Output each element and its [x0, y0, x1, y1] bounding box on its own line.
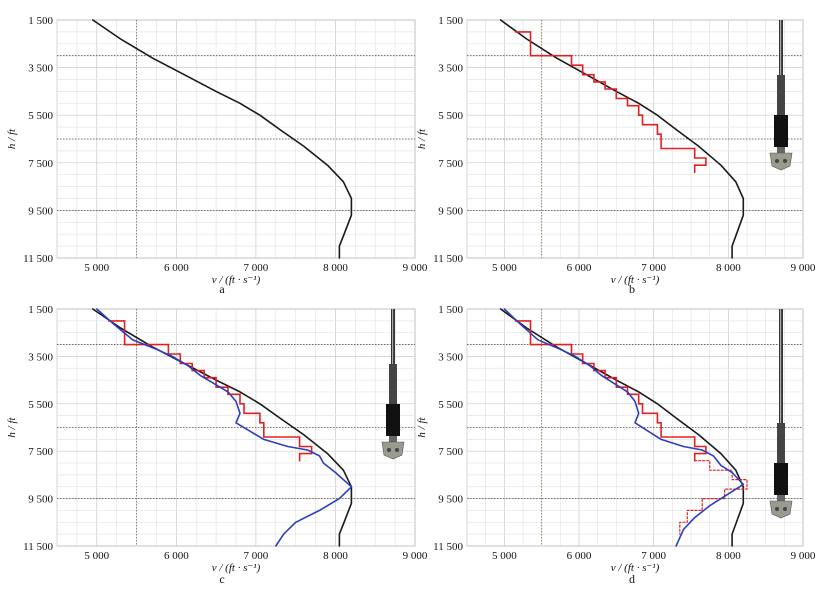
x-axis-label: v / (ft · s⁻¹) — [212, 274, 261, 286]
x-tick-label: 9 000 — [791, 262, 816, 274]
x-tick-label: 5 000 — [84, 262, 109, 274]
x-tick-label: 8 000 — [323, 550, 348, 562]
drill-sub — [389, 436, 397, 442]
drill-collar — [777, 75, 785, 115]
drill-motor — [774, 115, 788, 147]
x-tick-label: 5 000 — [84, 550, 109, 562]
x-axis-label: v / (ft · s⁻¹) — [611, 562, 660, 574]
x-tick-label: 9 000 — [403, 262, 428, 274]
y-tick-label: 9 500 — [438, 205, 463, 217]
chart-panel-a: 5 000 6 000 7 000 8 000 9 000 1 500 3 500 5 500… — [6, 15, 428, 296]
y-tick-label: 5 500 — [438, 110, 463, 122]
drill-bit-head — [769, 152, 793, 171]
series-line — [514, 31, 707, 174]
y-tick-label: 7 500 — [28, 446, 53, 458]
series-line — [499, 19, 745, 259]
drill-bit-cutter — [775, 159, 779, 163]
drill-bit-cutter — [783, 159, 787, 163]
y-tick-label: 5 500 — [28, 110, 53, 122]
x-tick-label: 7 000 — [641, 550, 666, 562]
x-tick-label: 6 000 — [567, 550, 592, 562]
drill-bit-icon — [381, 309, 405, 460]
x-tick-label: 6 000 — [164, 262, 189, 274]
series-line — [503, 308, 745, 547]
y-tick-label: 5 500 — [28, 399, 53, 411]
x-tick-label: 5 000 — [492, 262, 517, 274]
drill-bit-head — [381, 441, 405, 460]
drill-bit-icon — [769, 309, 793, 519]
x-tick-label: 6 000 — [567, 262, 592, 274]
drill-motor — [774, 463, 788, 495]
y-tick-label: 1 500 — [438, 304, 463, 316]
x-tick-label: 8 000 — [323, 262, 348, 274]
panel-label: c — [219, 572, 224, 586]
y-tick-label: 3 500 — [28, 63, 53, 75]
y-tick-label: 9 500 — [28, 494, 53, 506]
x-tick-label: 8 000 — [716, 262, 741, 274]
x-tick-label: 6 000 — [164, 550, 189, 562]
chart-panel-d: 5 000 6 000 7 000 8 000 9 000 1 500 3 500 5 500… — [416, 304, 816, 586]
drill-bit-cutter — [387, 448, 391, 452]
x-tick-label: 8 000 — [716, 550, 741, 562]
y-tick-label: 11 500 — [23, 541, 53, 553]
y-tick-label: 7 500 — [28, 158, 53, 170]
panel-label: d — [629, 572, 635, 586]
y-tick-label: 11 500 — [433, 541, 463, 553]
y-tick-label: 11 500 — [23, 253, 53, 265]
series-line — [679, 460, 748, 535]
x-tick-label: 7 000 — [244, 550, 269, 562]
y-tick-label: 5 500 — [438, 399, 463, 411]
y-tick-label: 9 500 — [438, 494, 463, 506]
chart-panel-b: 5 000 6 000 7 000 8 000 9 000 1 500 3 500 5 500… — [416, 15, 816, 296]
series-line — [514, 320, 707, 462]
panel-label: a — [219, 282, 225, 296]
y-tick-label: 3 500 — [438, 63, 463, 75]
x-tick-label: 7 000 — [641, 262, 666, 274]
drill-bit-cutter — [783, 507, 787, 511]
drill-motor — [386, 404, 400, 436]
y-axis-label: h / ft — [416, 416, 428, 437]
drill-bit-head — [769, 500, 793, 519]
y-tick-label: 3 500 — [438, 351, 463, 363]
drill-pipe-highlight — [780, 309, 782, 478]
x-axis-label: v / (ft · s⁻¹) — [212, 562, 261, 574]
y-tick-label: 1 500 — [28, 304, 53, 316]
y-axis-label: h / ft — [6, 416, 18, 437]
x-axis-label: v / (ft · s⁻¹) — [611, 274, 660, 286]
chart-panel-c: 5 000 6 000 7 000 8 000 9 000 1 500 3 500 5 500… — [6, 304, 428, 586]
drill-collar — [777, 423, 785, 463]
y-tick-label: 9 500 — [28, 205, 53, 217]
drill-bit-cutter — [775, 507, 779, 511]
drill-sub — [777, 147, 785, 153]
drill-bit-cutter — [395, 448, 399, 452]
y-tick-label: 1 500 — [28, 15, 53, 27]
x-tick-label: 5 000 — [492, 550, 517, 562]
y-tick-label: 1 500 — [438, 15, 463, 27]
drill-collar — [389, 364, 397, 404]
x-tick-label: 9 000 — [791, 550, 816, 562]
y-tick-label: 7 500 — [438, 446, 463, 458]
series-line — [96, 308, 353, 547]
series-line — [107, 320, 313, 462]
y-axis-label: h / ft — [416, 128, 428, 149]
y-tick-label: 3 500 — [28, 351, 53, 363]
x-tick-label: 9 000 — [403, 550, 428, 562]
panel-label: b — [629, 282, 635, 296]
y-axis-label: h / ft — [6, 128, 18, 149]
drill-bit-icon — [769, 20, 793, 171]
x-tick-label: 7 000 — [244, 262, 269, 274]
series-line — [92, 19, 353, 259]
y-tick-label: 11 500 — [433, 253, 463, 265]
drill-sub — [777, 495, 785, 501]
y-tick-label: 7 500 — [438, 158, 463, 170]
